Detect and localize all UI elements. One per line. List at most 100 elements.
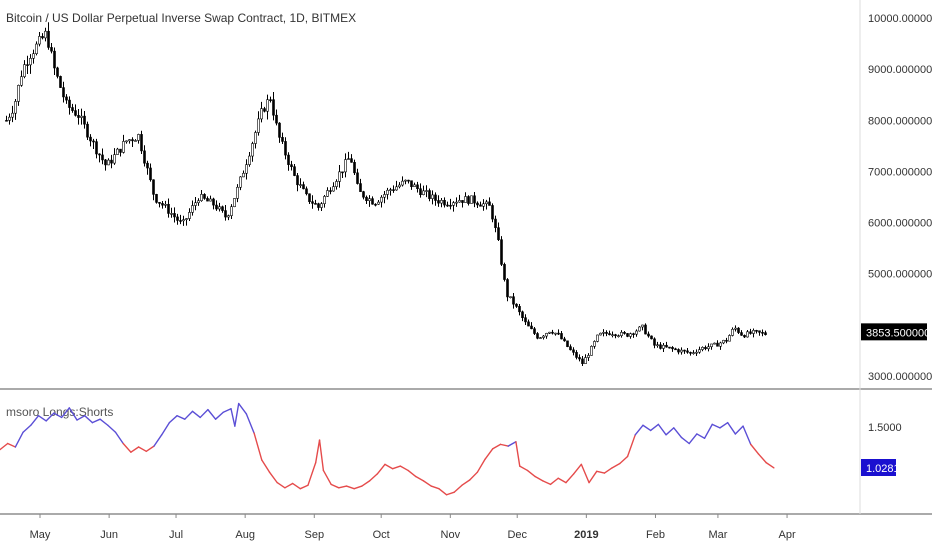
candle-body xyxy=(134,140,137,142)
candle-body xyxy=(17,85,20,102)
candle-body xyxy=(374,203,377,206)
ratio-line-segment xyxy=(245,413,255,434)
ratio-line-segment xyxy=(526,469,536,478)
candle-body xyxy=(446,204,449,207)
price-tick-label: 7000.00000000 xyxy=(868,166,932,178)
candle-body xyxy=(179,220,182,222)
candle-body xyxy=(227,215,230,218)
ratio-line-segment xyxy=(445,491,455,496)
candle-body xyxy=(503,264,506,280)
ratio-line-segment xyxy=(318,439,325,472)
candle-body xyxy=(362,191,365,198)
candle-body xyxy=(443,200,446,206)
indicator-title[interactable]: msoro Longs:Shorts xyxy=(6,405,113,419)
candle-body xyxy=(506,279,509,298)
candle-body xyxy=(383,194,386,198)
candle-body xyxy=(536,333,539,339)
ratio-line-segment xyxy=(6,442,17,448)
candle-body xyxy=(701,347,704,350)
time-tick-label: Jun xyxy=(100,529,118,541)
time-axis-labels[interactable]: May Jun Jul Aug Sep Oct Nov Dec 2019 Feb Mar Apr xyxy=(30,514,796,541)
candle-body xyxy=(329,190,332,192)
candle-body xyxy=(191,205,194,213)
ratio-line-segment xyxy=(549,477,559,486)
candle-body xyxy=(695,351,698,354)
ratio-line-segment xyxy=(268,471,278,484)
candle-body xyxy=(95,141,98,155)
candle-body xyxy=(659,344,662,349)
candle-body xyxy=(275,114,278,124)
ratio-line-segment xyxy=(649,423,660,432)
candle-body xyxy=(617,335,620,337)
candle-body xyxy=(47,30,50,48)
candle-body xyxy=(287,154,290,165)
candle-body xyxy=(263,108,266,112)
candle-body xyxy=(248,155,251,165)
ratio-line-segment xyxy=(160,421,171,436)
candle-body xyxy=(566,340,569,347)
candle-body xyxy=(251,143,254,157)
candle-body xyxy=(62,87,65,98)
candle-body xyxy=(281,137,284,142)
candle-body xyxy=(731,328,734,336)
ratio-line-segment xyxy=(765,461,775,469)
candle-body xyxy=(245,164,248,174)
candle-body xyxy=(743,335,746,338)
candle-body xyxy=(53,50,56,69)
candle-body xyxy=(545,333,548,337)
ratio-line-segment xyxy=(130,446,140,453)
candle-body xyxy=(242,172,245,178)
candle-body xyxy=(593,341,596,347)
candle-body xyxy=(197,200,200,204)
candle-body xyxy=(521,311,524,319)
price-tick-label: 5000.00000000 xyxy=(868,269,932,281)
candle-body xyxy=(56,67,59,77)
candle-body xyxy=(755,330,758,332)
candle-body xyxy=(485,201,488,205)
candle-body xyxy=(212,198,215,206)
ratio-line-segment xyxy=(307,461,317,486)
ratio-line-layer xyxy=(0,402,775,496)
candle-body xyxy=(542,335,545,338)
candle-body xyxy=(308,193,311,202)
ratio-line-segment xyxy=(726,421,737,435)
candle-body xyxy=(425,190,428,192)
price-axis-labels[interactable]: 10000.00000000 9000.00000000 8000.00000000… xyxy=(868,13,932,383)
ratio-line-segment xyxy=(153,434,163,447)
ratio-line-segment xyxy=(199,408,209,419)
current-ratio-badge: 1.0281 xyxy=(861,459,900,476)
ratio-line-segment xyxy=(0,442,9,451)
ratio-line-segment xyxy=(422,480,432,487)
candle-body xyxy=(26,64,29,66)
ratio-line-segment xyxy=(757,453,767,464)
candle-body xyxy=(473,195,476,204)
ratio-tick-label: 1.5000 xyxy=(868,422,902,434)
ratio-line-segment xyxy=(322,469,332,486)
ratio-line-segment xyxy=(484,448,494,460)
ratio-line-segment xyxy=(137,446,148,453)
candle-body xyxy=(41,36,44,39)
ratio-axis-labels[interactable]: 1.5000 xyxy=(868,422,902,434)
ratio-line-segment xyxy=(415,475,425,482)
candle-body xyxy=(38,36,41,45)
candle-body xyxy=(557,332,560,335)
candle-body xyxy=(89,136,92,142)
candle-body xyxy=(476,202,479,206)
candle-body xyxy=(185,218,188,220)
candle-body xyxy=(158,202,161,204)
candle-body xyxy=(524,317,527,323)
candle-body xyxy=(326,190,329,197)
candle-body xyxy=(602,332,605,334)
candle-body xyxy=(320,203,323,208)
candle-body xyxy=(377,201,380,205)
ratio-line-segment xyxy=(230,408,236,427)
ratio-line-segment xyxy=(253,432,263,461)
candle-body xyxy=(764,332,767,335)
candle-body xyxy=(131,139,134,142)
candle-body xyxy=(50,47,53,52)
candle-body xyxy=(296,175,299,186)
candle-body xyxy=(164,203,167,206)
candle-body xyxy=(734,327,737,330)
ratio-line-segment xyxy=(83,415,94,424)
